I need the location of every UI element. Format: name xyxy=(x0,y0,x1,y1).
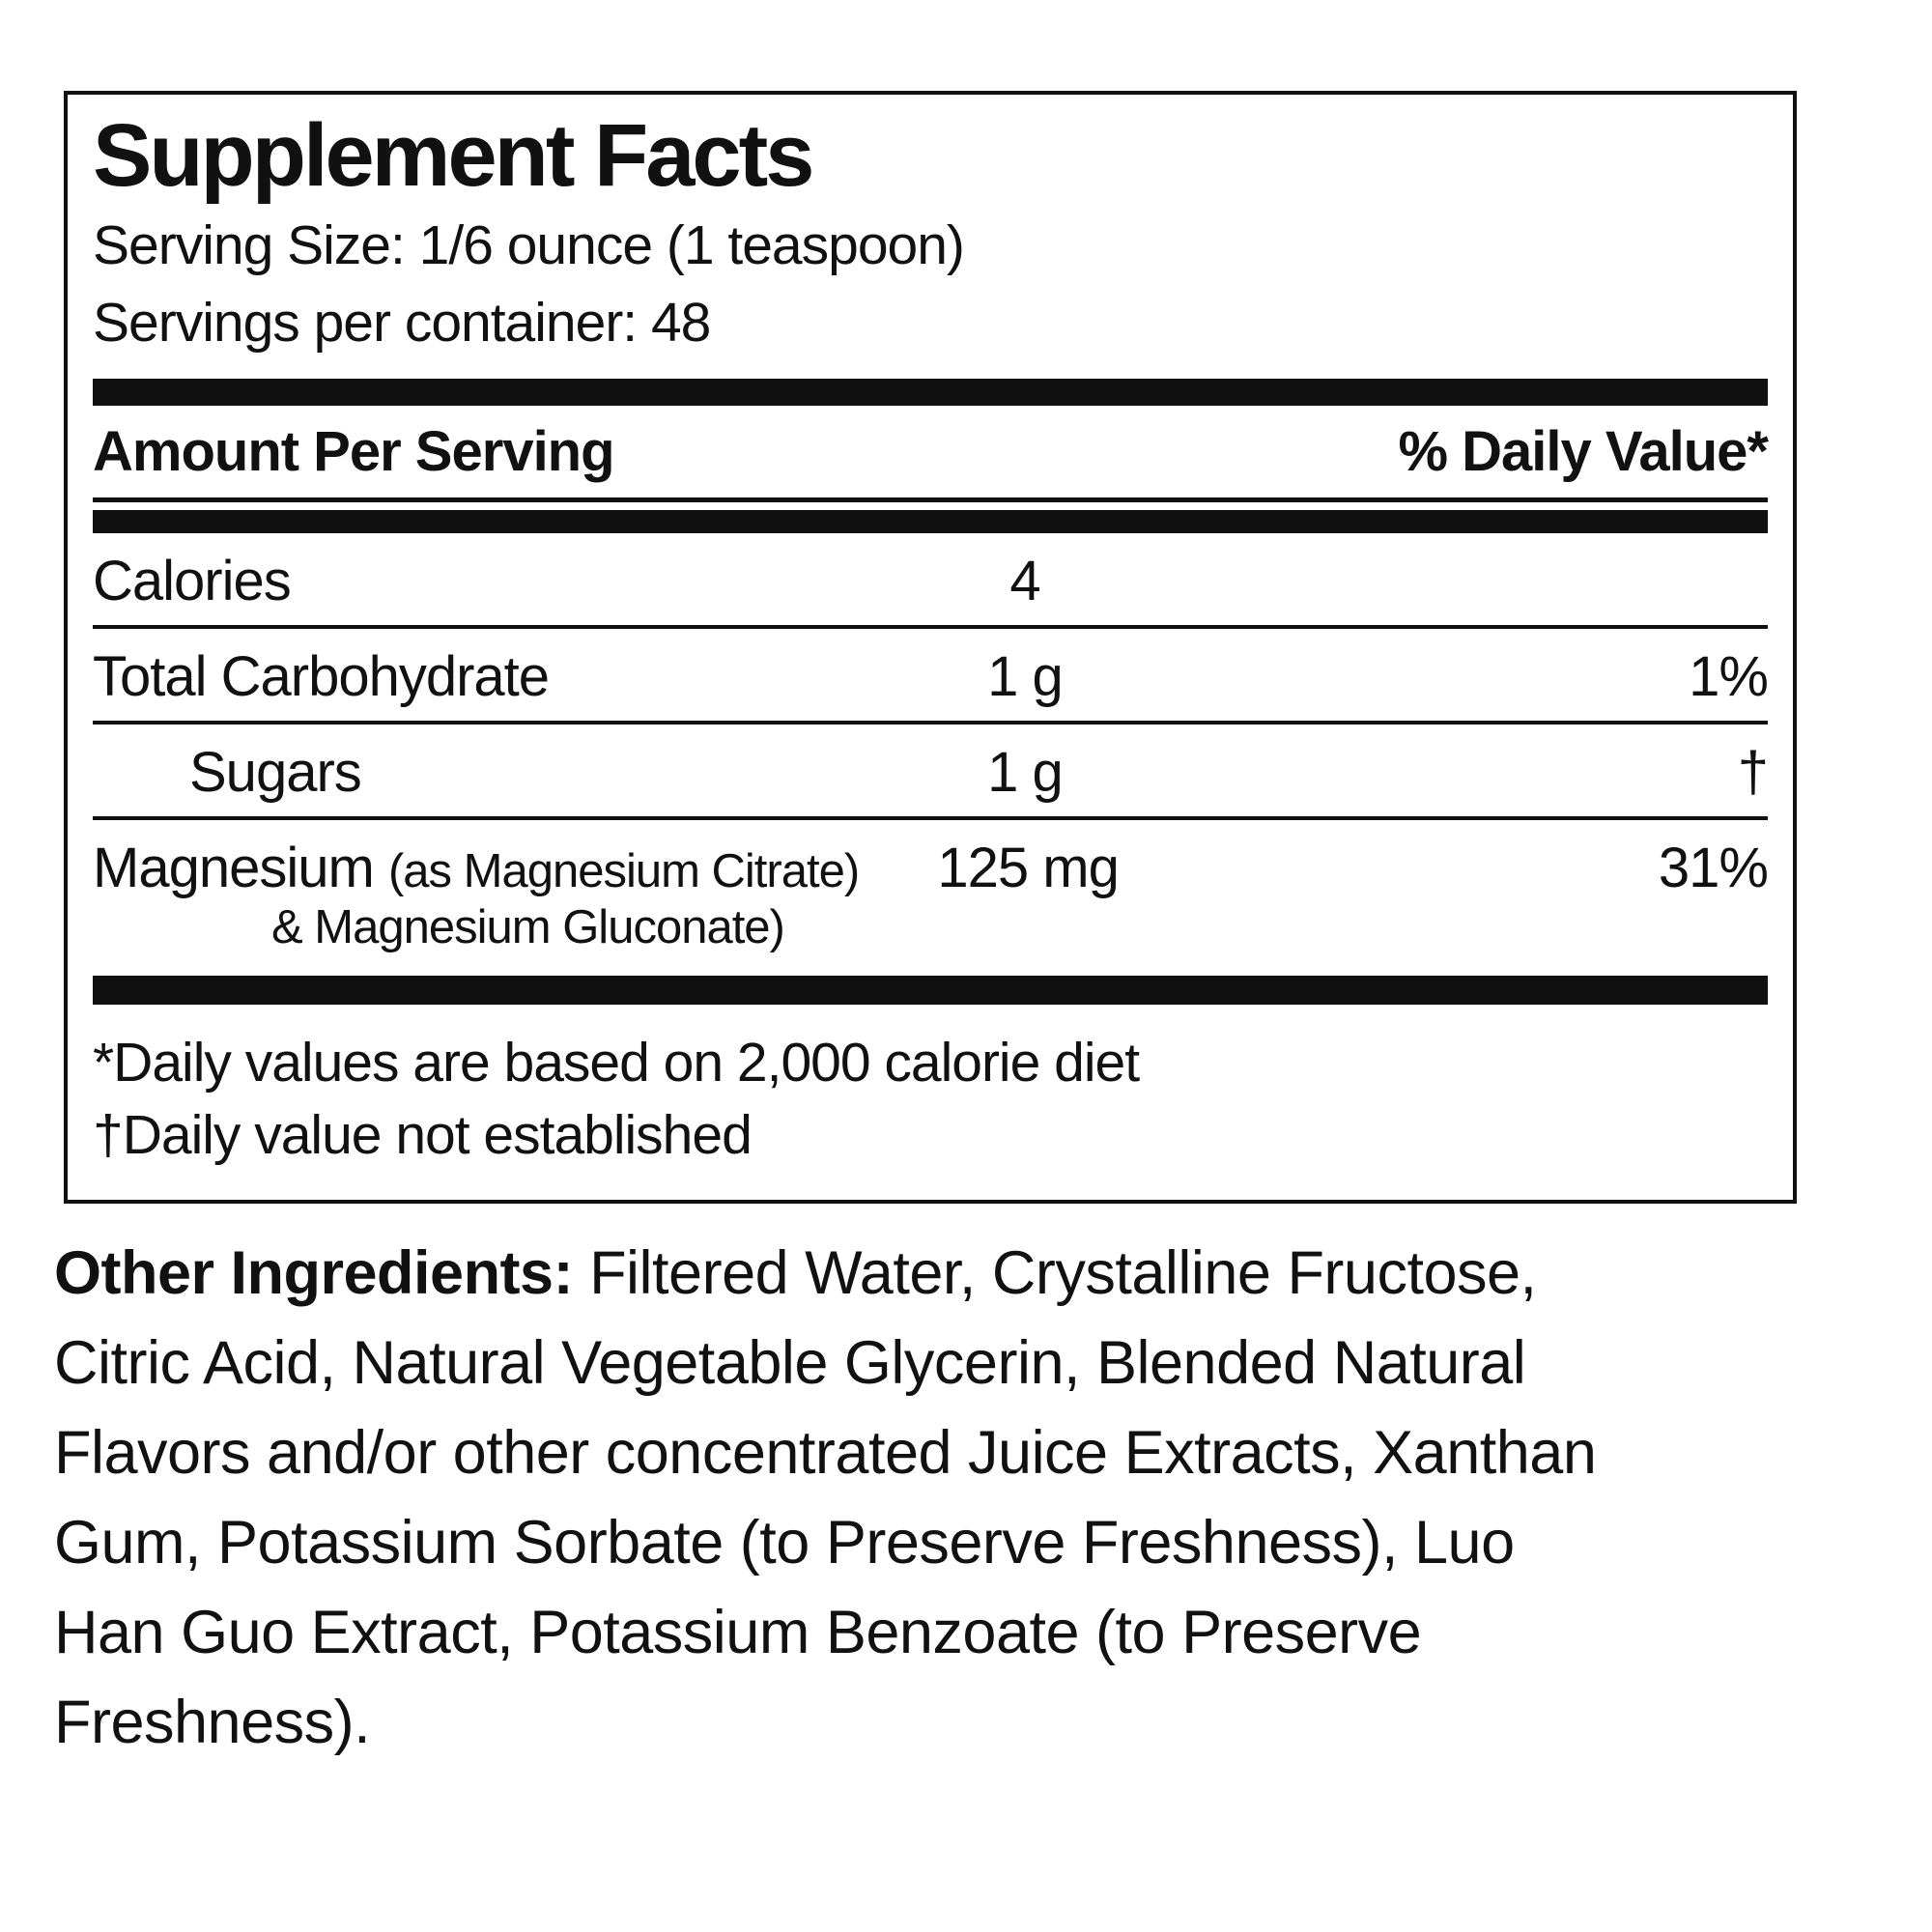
row-magnesium: Magnesium (as Magnesium Citrate) & Magne… xyxy=(93,820,1769,972)
footnote-dagger: †Daily value not established xyxy=(93,1104,753,1167)
other-ingredients-line: Freshness). xyxy=(54,1689,371,1756)
other-ingredients-line: Citric Acid, Natural Vegetable Glycerin,… xyxy=(54,1329,1526,1397)
other-ingredients-heading: Other Ingredients: xyxy=(54,1239,574,1307)
other-ingredients-line: Han Guo Extract, Potassium Benzoate (to … xyxy=(54,1599,1422,1666)
supplement-facts-panel: Supplement Facts Serving Size: 1/6 ounce… xyxy=(64,91,1797,1204)
row-total-carbohydrate: Total Carbohydrate 1 g 1% xyxy=(93,629,1769,724)
amount-per-serving-header: Amount Per Serving xyxy=(93,419,615,483)
row-total-carbohydrate-amount: 1 g xyxy=(987,644,1064,708)
other-ingredients-line: Gum, Potassium Sorbate (to Preserve Fres… xyxy=(54,1509,1515,1577)
row-magnesium-dv: 31% xyxy=(1658,836,1769,899)
divider-thick-header xyxy=(93,509,1768,533)
other-ingredients-line1-text: Filtered Water, Crystalline Fructose, xyxy=(589,1239,1537,1307)
daily-value-header: % Daily Value* xyxy=(1398,419,1769,483)
panel-title: Supplement Facts xyxy=(93,106,814,205)
other-ingredients-line: Other Ingredients: Filtered Water, Cryst… xyxy=(54,1229,1899,1319)
row-total-carbohydrate-dv: 1% xyxy=(1689,644,1769,708)
footnote-daily-values: *Daily values are based on 2,000 calorie… xyxy=(93,1031,1140,1094)
row-sugars-dv: † xyxy=(1737,740,1769,804)
other-ingredients-section: Other Ingredients: Filtered Water, Cryst… xyxy=(54,1229,1899,1768)
row-total-carbohydrate-label: Total Carbohydrate xyxy=(93,644,550,708)
table-header-row: Amount Per Serving % Daily Value* xyxy=(93,406,1769,502)
row-sugars-label-text: Sugars xyxy=(189,740,362,804)
row-sugars-label: Sugars xyxy=(93,740,856,805)
divider-thick-top xyxy=(93,378,1768,406)
row-calories: Calories 4 xyxy=(93,533,1768,629)
serving-size: Serving Size: 1/6 ounce (1 teaspoon) xyxy=(93,214,965,277)
servings-per-container: Servings per container: 48 xyxy=(93,292,711,355)
divider-thick-bottom xyxy=(93,975,1768,1005)
row-magnesium-name: Magnesium xyxy=(93,836,375,899)
row-magnesium-label: Magnesium (as Magnesium Citrate) & Magne… xyxy=(93,836,860,954)
row-sugars: Sugars 1 g † xyxy=(93,724,1769,820)
row-calories-amount: 4 xyxy=(1009,549,1040,612)
row-magnesium-amount: 125 mg xyxy=(937,836,1119,899)
row-sugars-amount: 1 g xyxy=(987,740,1064,804)
row-magnesium-detail-line2: & Magnesium Gluconate) xyxy=(271,900,785,953)
other-ingredients-line: Flavors and/or other concentrated Juice … xyxy=(54,1419,1597,1487)
row-magnesium-detail: (as Magnesium Citrate) xyxy=(387,844,860,897)
row-calories-label: Calories xyxy=(93,549,292,612)
